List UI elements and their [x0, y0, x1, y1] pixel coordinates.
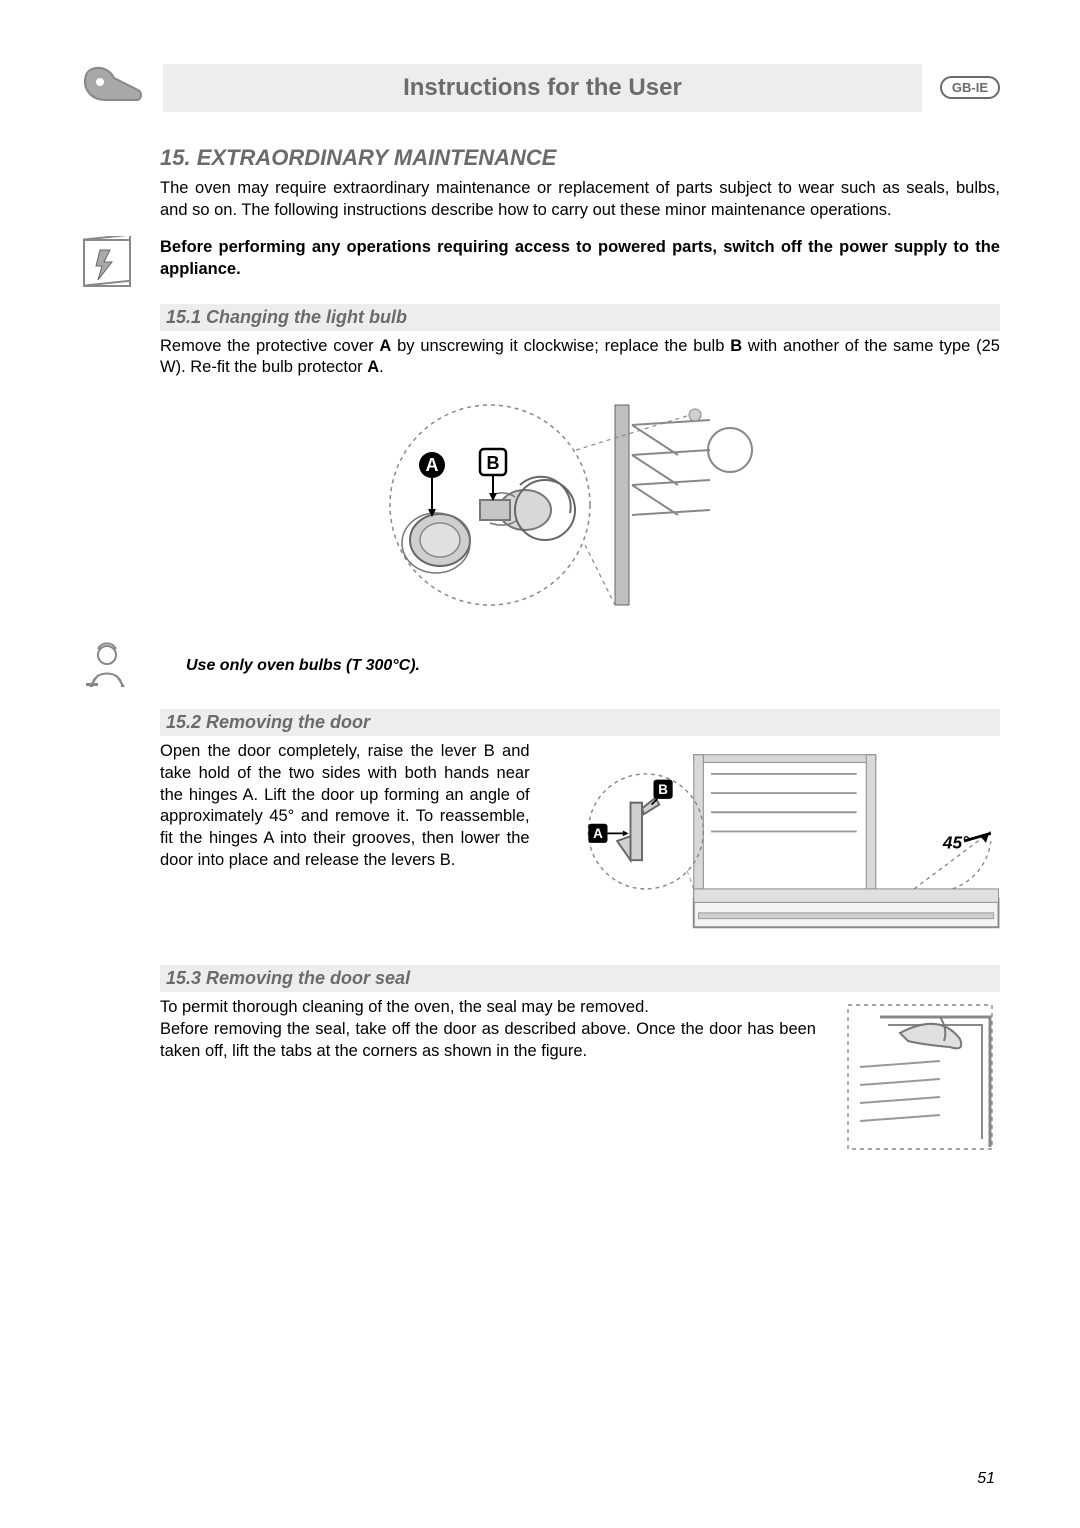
sub3-heading-bar: 15.3 Removing the door seal [160, 965, 1000, 992]
sub1-bA: A [379, 337, 391, 355]
door-diagram: A B 45° [550, 741, 1000, 941]
language-badge: GB-IE [940, 76, 1000, 99]
sub3-row: To permit thorough cleaning of the oven,… [160, 997, 1000, 1157]
sub3-line1: To permit thorough cleaning of the oven,… [160, 998, 649, 1016]
angle-label: 45° [942, 833, 969, 853]
safety-warning-text: Before performing any operations requiri… [160, 236, 1000, 281]
page-number: 51 [977, 1470, 995, 1488]
sub1-t4: . [379, 358, 384, 376]
sub1-bB: B [730, 337, 742, 355]
bulb-note-row: Use only oven bulbs (T 300°C). [80, 639, 1000, 693]
sub1-heading: 15.1 Changing the light bulb [166, 307, 407, 327]
safety-warning-row: Before performing any operations requiri… [80, 236, 1000, 290]
seal-diagram [840, 997, 1000, 1157]
electric-warning-icon [80, 236, 134, 290]
door-label-a: A [593, 826, 603, 841]
page-header: Instructions for the User GB-IE [80, 60, 1000, 115]
sub1-bA2: A [367, 358, 379, 376]
sub3-body: To permit thorough cleaning of the oven,… [160, 997, 816, 1157]
sub1-t2: by unscrewing it clockwise; replace the … [391, 337, 730, 355]
intro-paragraph: The oven may require extraordinary maint… [160, 177, 1000, 222]
sub1-t1: Remove the protective cover [160, 337, 379, 355]
header-title: Instructions for the User [403, 74, 682, 102]
sub1-heading-bar: 15.1 Changing the light bulb [160, 304, 1000, 331]
technician-icon [80, 639, 134, 693]
sub2-row: Open the door completely, raise the leve… [160, 741, 1000, 941]
sub3-line2: Before removing the seal, take off the d… [160, 1019, 816, 1063]
sub2-heading: 15.2 Removing the door [166, 712, 370, 732]
sub3-heading: 15.3 Removing the door seal [166, 968, 410, 988]
sub1-body: Remove the protective cover A by unscrew… [160, 336, 1000, 380]
manual-logo-icon [80, 60, 145, 115]
bulb-note-text: Use only oven bulbs (T 300°C). [186, 657, 420, 675]
section-heading: 15. EXTRAORDINARY MAINTENANCE [160, 145, 1000, 171]
header-title-bar: Instructions for the User [163, 64, 922, 112]
diagram-label-a: A [426, 455, 439, 475]
content-area: 15. EXTRAORDINARY MAINTENANCE The oven m… [160, 145, 1000, 1157]
bulb-diagram: A B [160, 395, 1000, 615]
sub2-body: Open the door completely, raise the leve… [160, 741, 530, 941]
diagram-label-b: B [487, 453, 500, 473]
door-label-b: B [658, 782, 668, 797]
sub2-heading-bar: 15.2 Removing the door [160, 709, 1000, 736]
